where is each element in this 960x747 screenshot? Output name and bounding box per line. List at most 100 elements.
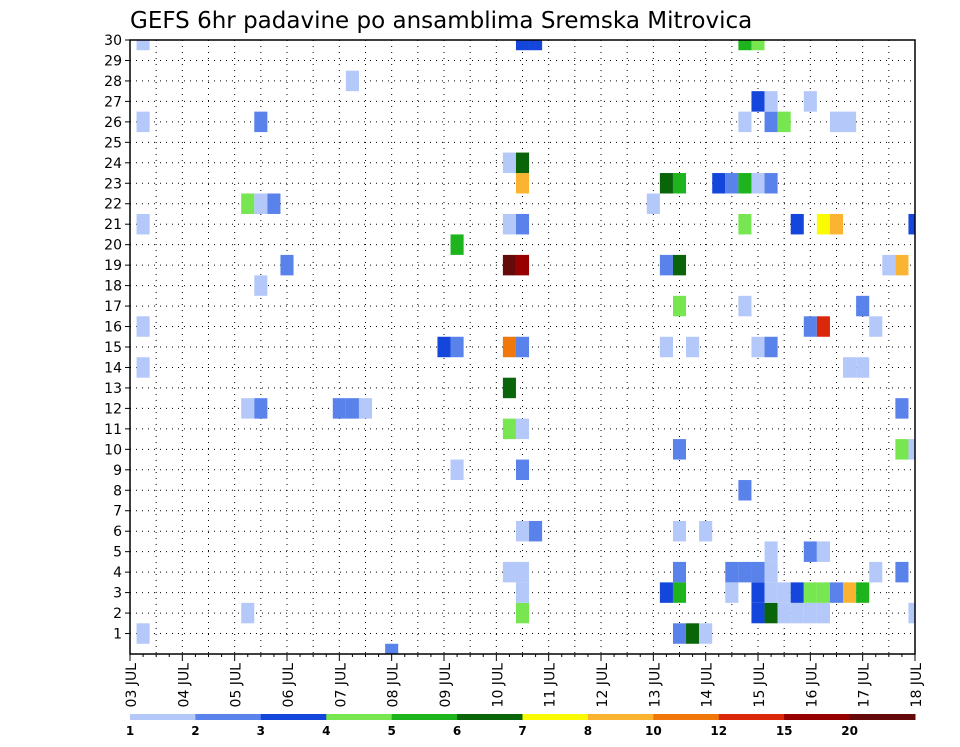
heatmap-cell: [803, 541, 817, 562]
heatmap-cell: [502, 213, 516, 235]
y-tick-label: 18: [104, 279, 122, 295]
heatmap-cell: [829, 213, 844, 235]
y-tick-label: 8: [113, 483, 122, 499]
heatmap-cell: [803, 602, 817, 624]
heatmap-cell: [672, 173, 687, 194]
heatmap-cell: [738, 295, 752, 317]
heatmap-cell: [672, 439, 687, 460]
legend-label: 20: [841, 724, 858, 738]
y-tick-label: 13: [104, 381, 122, 397]
legend-label: 15: [776, 724, 793, 738]
y-tick-label: 22: [104, 197, 122, 213]
y-tick-label: 19: [104, 258, 122, 274]
heatmap-cell: [764, 111, 778, 133]
heatmap-cell: [803, 316, 817, 337]
heatmap-cell: [816, 582, 830, 603]
heatmap-cell: [136, 111, 150, 133]
heatmap-cell: [686, 336, 700, 358]
heatmap-cell: [895, 398, 909, 419]
heatmap-cell: [856, 295, 870, 317]
legend-swatch: [718, 714, 785, 720]
heatmap-cell: [816, 541, 830, 562]
legend-swatch: [326, 714, 393, 720]
heatmap-cell: [751, 561, 765, 583]
heatmap-cell: [450, 234, 464, 255]
legend-label: 12: [710, 724, 727, 738]
heatmap-cell: [908, 439, 915, 460]
heatmap-cell: [738, 213, 752, 235]
heatmap-cell: [672, 520, 687, 542]
heatmap-cell: [515, 213, 530, 235]
y-tick-label: 16: [104, 320, 122, 336]
heatmap-cell: [751, 173, 765, 194]
legend-label: 7: [518, 724, 526, 738]
heatmap-cell: [280, 254, 294, 276]
heatmap-cell: [725, 582, 739, 603]
heatmap-cell: [136, 40, 150, 51]
heatmap-cell: [515, 254, 530, 276]
heatmap-cell: [515, 173, 530, 194]
heatmap-cell: [672, 561, 687, 583]
y-tick-label: 21: [104, 217, 122, 233]
heatmap-cell: [764, 602, 778, 624]
heatmap-cell: [659, 173, 673, 194]
heatmap-cell: [136, 623, 150, 644]
heatmap-cell: [790, 213, 804, 235]
heatmap-cell: [777, 602, 791, 624]
color-legend: 1 2 3 4 5 6 7 8 10 12 15 20: [126, 714, 916, 738]
heatmap-cell: [241, 398, 255, 419]
heatmap-cell: [254, 193, 268, 214]
x-tick-label: 13 JUL: [647, 663, 663, 708]
heatmap-cell: [515, 520, 530, 542]
y-tick-label: 23: [104, 176, 122, 192]
y-tick-label: 14: [104, 360, 122, 376]
y-tick-label: 20: [104, 238, 122, 254]
heatmap-cell: [672, 623, 687, 644]
x-tick-label: 09 JUL: [438, 663, 454, 708]
heatmap-cell: [241, 602, 255, 624]
heatmap-cell: [672, 254, 687, 276]
heatmap-cell: [738, 561, 752, 583]
heatmap-cell: [751, 582, 765, 603]
heatmap-cell: [751, 40, 765, 51]
heatmap-cell: [450, 336, 464, 358]
heatmap-cell: [254, 275, 268, 296]
heatmap-cell: [515, 152, 530, 174]
heatmap-cell: [345, 70, 359, 92]
x-tick-label: 03 JUL: [124, 663, 140, 708]
heatmap-cell: [764, 582, 778, 603]
y-tick-label: 15: [104, 340, 122, 356]
legend-label: 5: [387, 724, 395, 738]
heatmap-cell: [816, 602, 830, 624]
heatmap-cell: [502, 418, 516, 440]
y-tick-label: 6: [113, 524, 122, 540]
heatmap-cell: [895, 561, 909, 583]
heatmap-cell: [515, 459, 530, 481]
heatmap-cell: [869, 316, 883, 337]
heatmap-cell: [515, 582, 530, 603]
heatmap-cell: [908, 213, 915, 235]
heatmap-cell: [725, 173, 739, 194]
heatmap-cell: [515, 602, 530, 624]
heatmap-cell: [686, 623, 700, 644]
y-axis: 1234567891011121314151617181920212223242…: [104, 33, 130, 643]
heatmap-cell: [502, 377, 516, 399]
x-tick-label: 12 JUL: [595, 663, 611, 708]
heatmap-cell: [751, 91, 765, 112]
heatmap-cell: [882, 254, 896, 276]
heatmap-cell: [699, 520, 713, 542]
heatmap-cell: [254, 111, 268, 133]
legend-swatch: [522, 714, 589, 720]
heatmap-cell: [136, 213, 150, 235]
heatmap-cell: [829, 582, 844, 603]
heatmap-cell: [515, 561, 530, 583]
x-tick-label: 15 JUL: [752, 663, 768, 708]
heatmap-cell: [764, 336, 778, 358]
x-tick-label: 17 JUL: [857, 663, 873, 708]
heatmap-cell: [659, 582, 673, 603]
heatmap-cell: [659, 254, 673, 276]
heatmap-cell: [385, 643, 399, 654]
heatmap-cell: [829, 111, 844, 133]
heatmap-cell: [816, 316, 830, 337]
